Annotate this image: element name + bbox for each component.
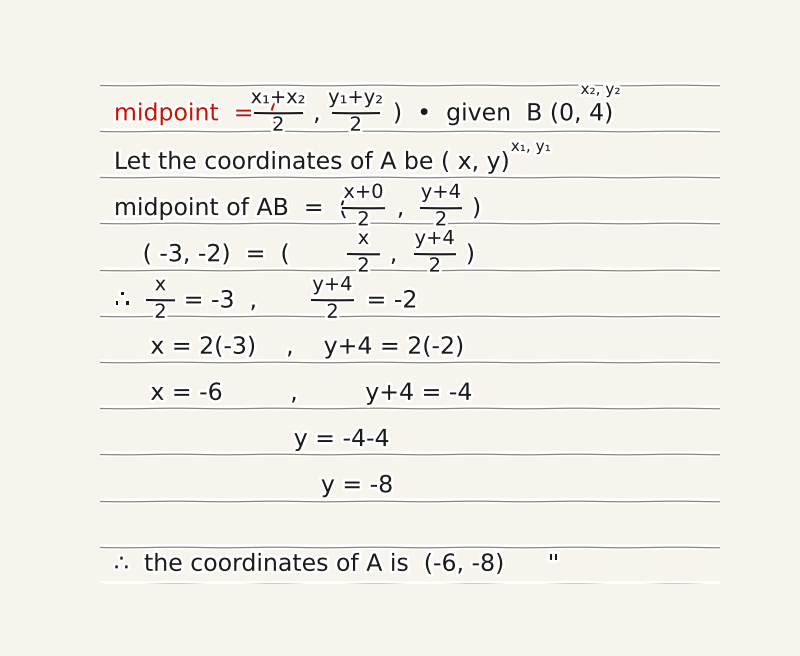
Text: midpoint  =  (: midpoint = ( [114,102,278,125]
Text: 2: 2 [358,211,370,230]
Text: x = -6         ,         y+4 = -4: x = -6 , y+4 = -4 [150,381,472,405]
Text: y+4: y+4 [421,183,461,202]
Text: ": " [548,552,559,576]
Text: x₁, y₁: x₁, y₁ [510,139,550,154]
Text: ,: , [313,102,321,125]
Text: 2: 2 [326,303,338,322]
Text: y+4: y+4 [414,229,455,248]
Text: y = -8: y = -8 [321,473,394,497]
Text: y+4: y+4 [312,276,353,295]
Text: 2: 2 [154,303,166,322]
Text: x = 2(-3)    ,    y+4 = 2(-2): x = 2(-3) , y+4 = 2(-2) [150,335,463,359]
Text: x: x [154,276,166,295]
Text: = -3  ,: = -3 , [184,289,257,312]
Text: ( -3, -2)  =  (: ( -3, -2) = ( [142,242,289,266]
Text: Let the coordinates of A be ( x, y): Let the coordinates of A be ( x, y) [114,150,510,174]
Text: y₁+y₂: y₁+y₂ [328,88,383,107]
Text: x₁+x₂: x₁+x₂ [250,88,306,107]
Text: x+0: x+0 [343,183,384,202]
Text: x₂, y₂: x₂, y₂ [581,82,621,97]
Text: ,: , [397,196,404,220]
Text: x: x [358,229,370,248]
Text: ,: , [390,242,398,266]
Text: 2: 2 [429,256,441,276]
Text: ): ) [466,242,475,266]
Text: 2: 2 [272,115,285,134]
Text: 2: 2 [435,211,447,230]
Text: 2: 2 [350,115,362,134]
Text: y = -4-4: y = -4-4 [294,427,390,451]
Text: midpoint of AB  =  (: midpoint of AB = ( [114,196,348,220]
Text: 2: 2 [358,256,370,276]
Text: ∴: ∴ [114,287,130,314]
Text: ): ) [472,196,481,220]
Text: = -2: = -2 [366,289,418,312]
Text: ∴  the coordinates of A is  (-6, -8): ∴ the coordinates of A is (-6, -8) [114,552,504,576]
Text: )  •  given  B (0, 4): ) • given B (0, 4) [393,102,613,125]
